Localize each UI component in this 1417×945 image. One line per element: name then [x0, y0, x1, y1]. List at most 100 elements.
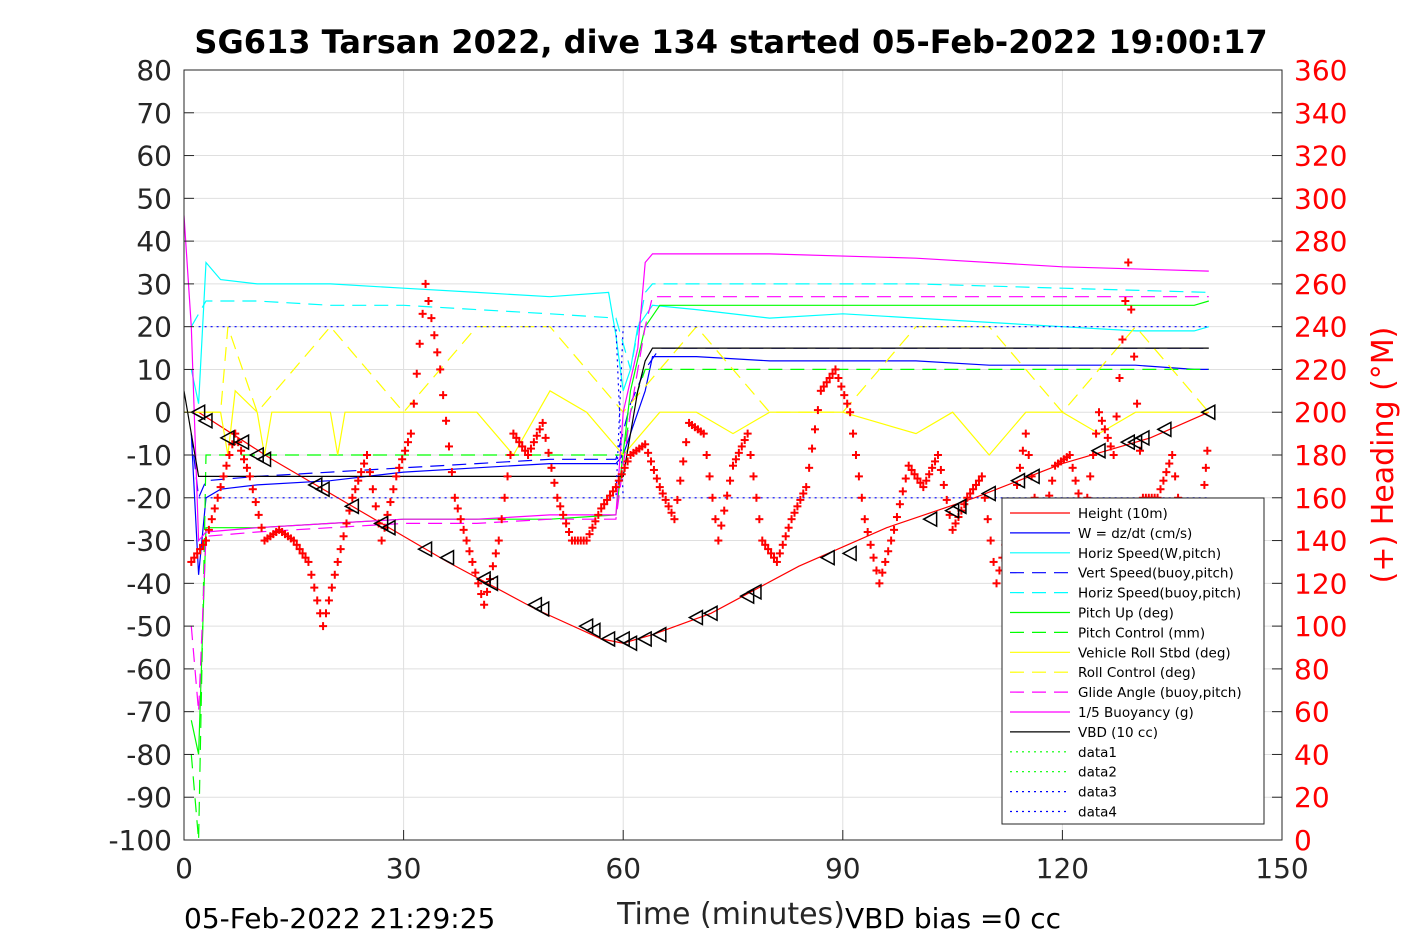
y-left-tick-label: 70 [136, 97, 172, 130]
heading-point [459, 525, 468, 534]
heading-point [699, 429, 708, 438]
heading-point [652, 474, 661, 483]
y-left-tick-label: -60 [126, 653, 172, 686]
heading-point [1048, 476, 1057, 485]
heading-point [336, 545, 345, 554]
heading-point [386, 498, 395, 507]
vbd-triangle [1127, 433, 1143, 451]
heading-point [324, 596, 333, 605]
legend-label: data3 [1078, 785, 1117, 801]
heading-point [307, 570, 316, 579]
heading-point [427, 314, 436, 323]
heading-point [327, 583, 336, 592]
heading-point [591, 517, 600, 526]
heading-point [1127, 305, 1136, 314]
vbd-triangle [219, 429, 235, 447]
heading-point [456, 515, 465, 524]
legend-label: VBD (10 cc) [1078, 725, 1158, 741]
heading-point [582, 536, 591, 545]
heading-point [966, 489, 975, 498]
heading-point [245, 472, 254, 481]
y-right-tick-label: 360 [1294, 54, 1347, 87]
heading-point [471, 568, 480, 577]
heading-point [913, 474, 922, 483]
heading-point [731, 455, 740, 464]
y-right-tick-label: 260 [1294, 268, 1347, 301]
vbd-triangle [255, 451, 272, 468]
heading-point [196, 545, 205, 554]
y-right-tick-label: 120 [1294, 567, 1347, 600]
heading-point [538, 418, 547, 427]
legend-label: data1 [1078, 745, 1117, 761]
heading-point [1115, 374, 1124, 382]
heading-point [808, 444, 817, 453]
heading-point [600, 500, 609, 509]
heading-point [354, 476, 363, 485]
heading-point [986, 536, 995, 545]
vbd-triangle [1119, 433, 1136, 451]
heading-point [442, 416, 451, 425]
heading-point [1133, 399, 1142, 408]
legend-label: Roll Control (deg) [1078, 665, 1196, 681]
heading-point [424, 297, 433, 305]
vbd-triangle [980, 485, 996, 502]
heading-point [658, 489, 667, 498]
y-left-tick-label: -40 [126, 567, 172, 600]
y-left-tick-label: -90 [126, 781, 172, 814]
vbd-triangle-markers [190, 403, 1216, 652]
legend-item: data3 [1010, 785, 1117, 801]
heading-point [421, 279, 430, 288]
heading-point [535, 425, 544, 434]
heading-point [983, 515, 992, 524]
heading-point [1095, 408, 1103, 417]
heading-point [1159, 476, 1168, 485]
series-line-4 [190, 283, 1209, 370]
vbd-triangle [1024, 468, 1040, 485]
vbd-triangle [746, 583, 762, 601]
vbd-triangle [585, 622, 601, 639]
heading-point [506, 451, 515, 459]
vbd-triangle [343, 498, 360, 515]
heading-point [588, 523, 597, 532]
heading-point [772, 557, 781, 566]
heading-point [726, 476, 735, 485]
heading-point [389, 485, 398, 494]
heading-point [453, 504, 462, 513]
y-left-tick-label: 20 [136, 311, 172, 344]
vbd-triangle [373, 515, 389, 532]
heading-point [649, 465, 658, 474]
heading-point [289, 536, 298, 545]
legend-label: Glide Angle (buoy,pitch) [1078, 685, 1242, 701]
vbd-triangle [599, 630, 616, 648]
y-right-tick-label: 60 [1294, 696, 1330, 729]
vbd-triangle [944, 502, 960, 519]
heading-point [403, 438, 412, 447]
vbd-triangle [841, 545, 857, 562]
vbd-triangle [1200, 403, 1216, 421]
heading-point [339, 532, 348, 541]
heading-point [406, 429, 415, 438]
heading-point [951, 519, 960, 528]
heading-point [682, 438, 691, 447]
heading-point [854, 472, 863, 481]
heading-point [647, 457, 656, 466]
legend-item: W = dz/dt (cm/s) [1010, 526, 1192, 542]
heading-point [477, 590, 486, 599]
heading-point [430, 331, 439, 340]
heading-point [860, 515, 869, 524]
heading-point [532, 431, 541, 440]
heading-point [526, 444, 535, 453]
heading-point [450, 493, 459, 502]
legend-label: data2 [1078, 765, 1117, 781]
heading-point [872, 566, 881, 575]
heading-point [969, 485, 978, 494]
heading-point [444, 442, 453, 451]
y-left-tick-label: 80 [136, 54, 172, 87]
heading-point [342, 519, 351, 528]
heading-point [702, 451, 711, 459]
vbd-triangle [197, 412, 213, 430]
heading-point [480, 600, 489, 609]
heading-point [1024, 451, 1033, 459]
heading-point [360, 459, 369, 468]
